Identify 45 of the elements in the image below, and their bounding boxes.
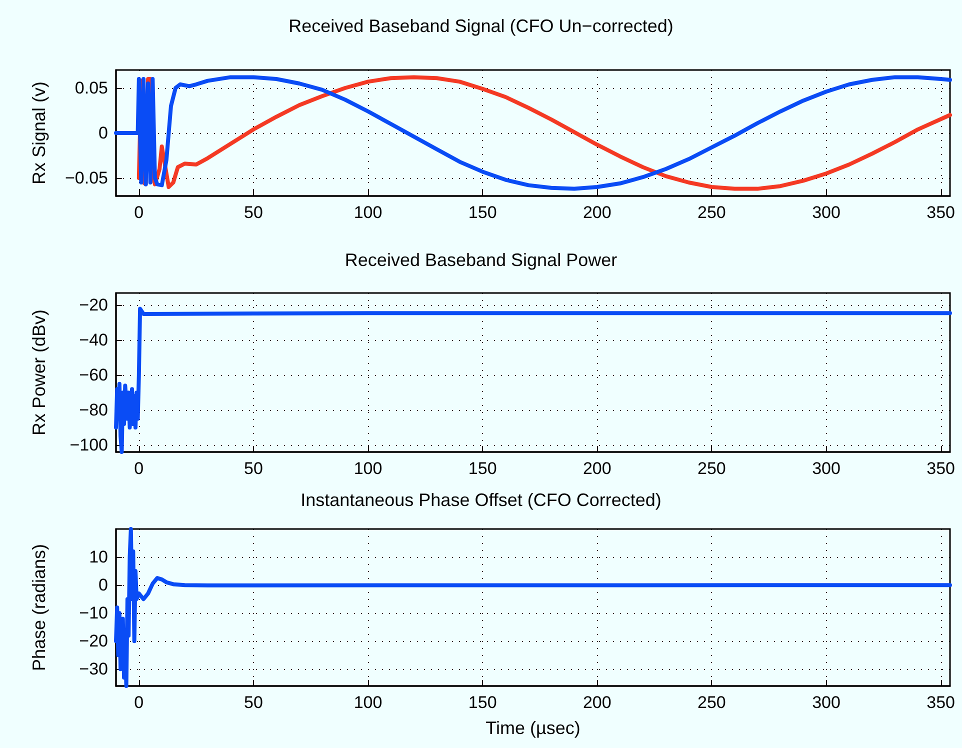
x-tick-label: 200 (582, 203, 612, 222)
x-tick-label: 200 (582, 459, 612, 478)
y-tick-label: 0.05 (74, 78, 108, 98)
x-axis-title: Time (µsec) (486, 718, 580, 738)
x-tick-label: 50 (244, 459, 263, 478)
x-tick-label: 350 (926, 693, 956, 712)
x-tick-label: 50 (244, 203, 263, 222)
x-tick-label: 100 (354, 459, 382, 478)
x-tick-label: 50 (244, 693, 263, 712)
x-tick-label: 350 (926, 459, 956, 478)
x-tick-label: 300 (812, 693, 840, 712)
x-tick-label: 0 (134, 693, 144, 712)
x-tick-label: 100 (354, 203, 382, 222)
line-series (114, 527, 952, 688)
y-tick-label: −0.05 (64, 168, 108, 188)
y-tick-label: −30 (79, 660, 108, 679)
y-axis-title: Rx Power (dBv) (29, 309, 49, 436)
x-tick-label: 0 (134, 203, 144, 222)
x-tick-label: 0 (134, 459, 144, 478)
x-tick-label: 250 (698, 459, 726, 478)
x-tick-label: 150 (468, 693, 497, 712)
x-tick-label: 200 (582, 693, 612, 712)
chart-title: Instantaneous Phase Offset (CFO Corrected) (300, 490, 662, 510)
y-tick-label: −40 (79, 330, 108, 350)
y-axis-title: Phase (radians) (29, 544, 49, 672)
x-tick-label: 250 (698, 203, 726, 222)
y-tick-label: −100 (70, 436, 108, 455)
y-tick-label: −10 (79, 604, 108, 623)
y-tick-label: −20 (79, 632, 108, 651)
y-tick-label: 0 (98, 124, 108, 142)
chart-title: Received Baseband Signal (CFO Un−corrected) (288, 16, 674, 36)
y-tick-label: 10 (89, 548, 108, 567)
x-tick-label: 300 (812, 203, 840, 222)
x-tick-label: 100 (354, 693, 382, 712)
y-tick-label: −60 (79, 366, 108, 385)
y-tick-label: −20 (79, 296, 108, 315)
y-tick-label: 0 (98, 576, 108, 595)
x-tick-label: 150 (468, 459, 497, 478)
y-axis-title: Rx Signal (v) (29, 81, 49, 185)
y-tick-label: −80 (79, 400, 108, 420)
chart-title: Received Baseband Signal Power (344, 250, 618, 270)
x-tick-label: 250 (698, 693, 726, 712)
x-tick-label: 300 (812, 459, 840, 478)
x-tick-label: 150 (468, 203, 497, 222)
x-tick-label: 350 (926, 203, 956, 222)
